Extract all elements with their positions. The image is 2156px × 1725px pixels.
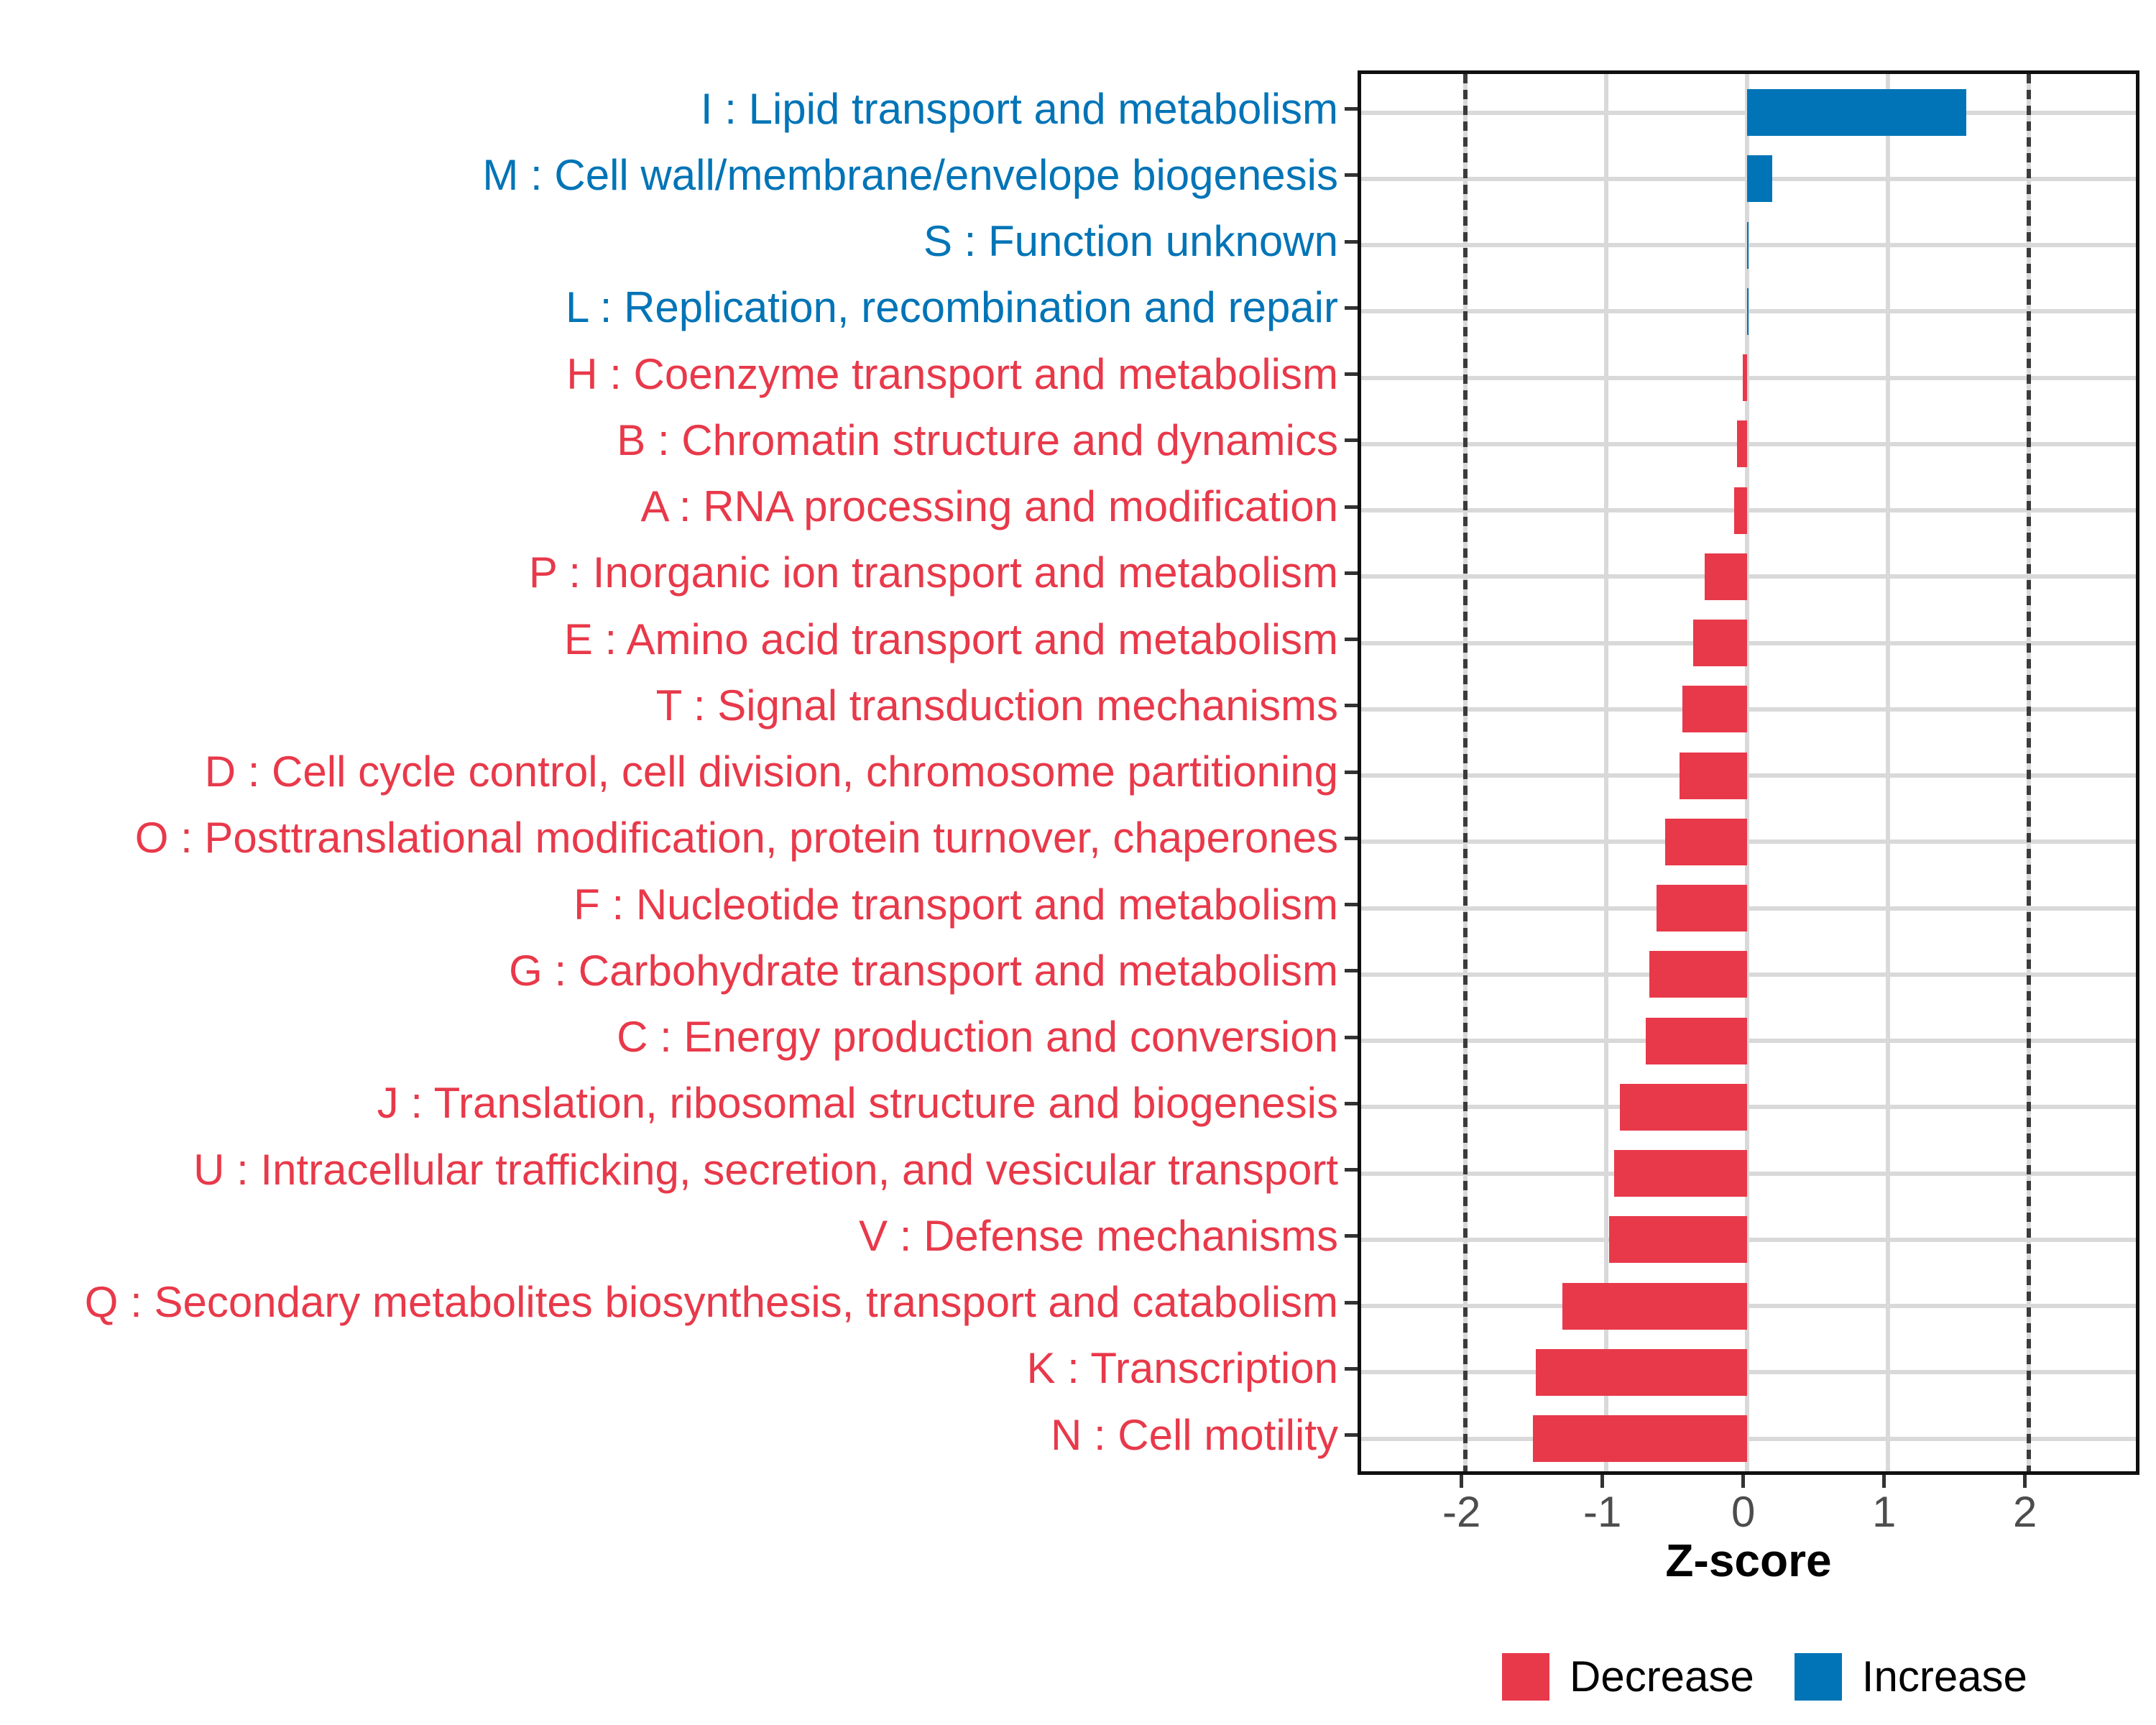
legend-swatch-decrease <box>1502 1653 1549 1701</box>
y-tick-J <box>1345 1101 1358 1105</box>
bar-O <box>1665 818 1747 865</box>
refline--2 <box>1462 74 1468 1471</box>
category-label-G: G : Carbohydrate transport and metabolis… <box>509 946 1338 995</box>
bar-L <box>1746 288 1749 335</box>
bar-A <box>1734 487 1747 534</box>
category-label-V: V : Defense mechanisms <box>859 1211 1338 1260</box>
x-tick-0 <box>1741 1475 1746 1488</box>
y-tick-I <box>1345 107 1358 111</box>
bar-U <box>1614 1150 1747 1197</box>
category-label-M: M : Cell wall/membrane/envelope biogenes… <box>482 150 1338 199</box>
category-label-B: B : Chromatin structure and dynamics <box>617 415 1338 464</box>
y-tick-A <box>1345 505 1358 509</box>
legend-label-decrease: Decrease <box>1570 1652 1754 1701</box>
plot-panel <box>1358 70 2139 1475</box>
bar-C <box>1645 1017 1747 1064</box>
legend-swatch-increase <box>1794 1653 1842 1701</box>
x-tick-label--2: -2 <box>1442 1488 1481 1536</box>
x-tick-label--1: -1 <box>1583 1488 1622 1536</box>
y-tick-K <box>1345 1366 1358 1371</box>
y-tick-G <box>1345 969 1358 973</box>
y-tick-T <box>1345 704 1358 708</box>
y-tick-B <box>1345 438 1358 443</box>
category-label-C: C : Energy production and conversion <box>617 1013 1338 1062</box>
y-tick-S <box>1345 239 1358 244</box>
category-label-L: L : Replication, recombination and repai… <box>565 283 1338 332</box>
x-tick-label-0: 0 <box>1731 1488 1756 1536</box>
category-label-D: D : Cell cycle control, cell division, c… <box>204 748 1338 796</box>
gridline-x-1 <box>1885 74 1890 1471</box>
y-tick-N <box>1345 1433 1358 1438</box>
bar-E <box>1693 620 1747 667</box>
category-label-K: K : Transcription <box>1026 1344 1338 1393</box>
bar-S <box>1746 221 1749 269</box>
bar-J <box>1620 1083 1747 1131</box>
y-tick-L <box>1345 305 1358 310</box>
bar-M <box>1746 155 1772 203</box>
y-tick-F <box>1345 903 1358 907</box>
y-tick-O <box>1345 836 1358 840</box>
bar-B <box>1736 420 1747 468</box>
legend: Decrease Increase <box>1502 1653 2027 1701</box>
category-label-P: P : Inorganic ion transport and metaboli… <box>528 548 1338 597</box>
category-label-S: S : Function unknown <box>923 217 1338 266</box>
category-label-T: T : Signal transduction mechanisms <box>655 681 1338 730</box>
refline-2 <box>2026 74 2031 1471</box>
y-tick-V <box>1345 1234 1358 1238</box>
y-tick-Q <box>1345 1300 1358 1305</box>
legend-item-decrease: Decrease <box>1502 1653 1754 1701</box>
x-tick-label-1: 1 <box>1872 1488 1897 1536</box>
category-label-I: I : Lipid transport and metabolism <box>700 84 1338 133</box>
y-tick-H <box>1345 372 1358 377</box>
y-tick-P <box>1345 571 1358 575</box>
legend-item-increase: Increase <box>1794 1652 2027 1701</box>
category-label-F: F : Nucleotide transport and metabolism <box>573 880 1338 929</box>
gridline-x-0 <box>1744 74 1749 1471</box>
bar-N <box>1532 1415 1747 1463</box>
category-label-Q: Q : Secondary metabolites biosynthesis, … <box>84 1278 1338 1327</box>
legend-label-increase: Increase <box>1861 1652 2027 1701</box>
bar-F <box>1657 885 1747 932</box>
category-label-O: O : Posttranslational modification, prot… <box>134 814 1338 862</box>
bar-K <box>1535 1348 1747 1396</box>
bar-Q <box>1562 1282 1747 1330</box>
bar-P <box>1704 553 1747 600</box>
category-label-N: N : Cell motility <box>1050 1410 1338 1459</box>
x-tick--1 <box>1600 1475 1605 1488</box>
category-label-J: J : Translation, ribosomal structure and… <box>377 1079 1338 1128</box>
y-tick-E <box>1345 638 1358 642</box>
x-tick-1 <box>1882 1475 1886 1488</box>
category-label-H: H : Coenzyme transport and metabolism <box>566 349 1338 398</box>
gridline-x--1 <box>1603 74 1608 1471</box>
bar-V <box>1608 1216 1747 1264</box>
x-tick-label-2: 2 <box>2013 1488 2037 1536</box>
category-label-A: A : RNA processing and modification <box>640 482 1338 531</box>
y-tick-C <box>1345 1035 1358 1039</box>
bar-G <box>1649 951 1747 998</box>
y-tick-M <box>1345 173 1358 178</box>
bar-D <box>1679 752 1747 799</box>
y-tick-D <box>1345 770 1358 774</box>
category-label-E: E : Amino acid transport and metabolism <box>563 615 1338 663</box>
bar-H <box>1742 354 1747 402</box>
bar-T <box>1682 686 1747 733</box>
x-axis-title: Z-score <box>1665 1535 1832 1586</box>
y-tick-U <box>1345 1168 1358 1172</box>
x-tick-2 <box>2023 1475 2027 1488</box>
category-label-U: U : Intracellular trafficking, secretion… <box>193 1145 1338 1194</box>
x-tick--2 <box>1460 1475 1464 1488</box>
bar-I <box>1746 89 1967 137</box>
